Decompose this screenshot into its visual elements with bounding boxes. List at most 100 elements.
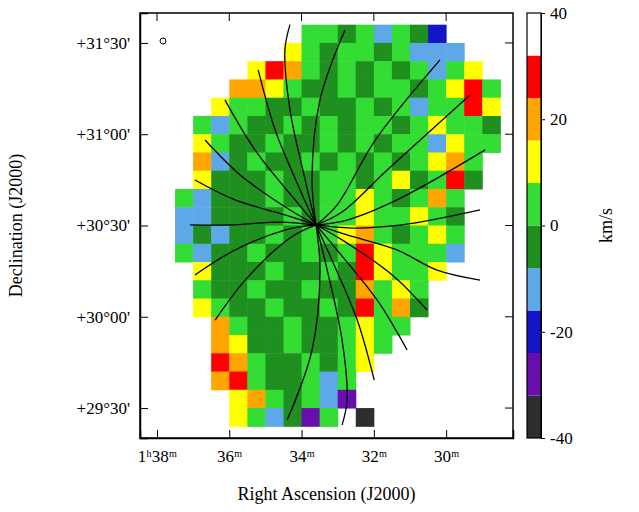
cell (283, 280, 302, 299)
cell (265, 171, 284, 190)
cell (211, 171, 230, 190)
cell (410, 116, 429, 135)
cell (265, 244, 284, 263)
colorbar-band (527, 183, 541, 226)
cell (265, 353, 284, 372)
colorbar-tick-mark (541, 226, 545, 227)
cell (175, 226, 194, 245)
cell (265, 262, 284, 281)
cell (338, 79, 357, 98)
colorbar-title: km/s (596, 208, 616, 243)
x-tick-mark (446, 430, 447, 438)
cell (392, 79, 411, 98)
cell (464, 116, 483, 135)
colorbar-band (527, 98, 541, 141)
cell (211, 372, 230, 391)
cell (392, 25, 411, 44)
cell (283, 372, 302, 391)
cell (175, 244, 194, 263)
cell (410, 25, 429, 44)
cell (211, 98, 230, 117)
contour (316, 225, 347, 425)
cell (193, 152, 212, 171)
cell (464, 134, 483, 153)
cell (265, 61, 284, 80)
cell (193, 116, 212, 135)
cell (446, 244, 465, 263)
cell (356, 79, 375, 98)
contours (190, 25, 485, 425)
cell (428, 171, 447, 190)
cell (247, 335, 266, 354)
cell (410, 171, 429, 190)
cell (338, 207, 357, 226)
cell (392, 207, 411, 226)
y-tick: +29°30' (77, 399, 148, 418)
cell (410, 244, 429, 263)
colorbar-band (527, 13, 541, 56)
cell (428, 189, 447, 208)
x-tick: 32ᵐ (362, 430, 387, 466)
cell (320, 372, 339, 391)
cell (320, 390, 339, 409)
y-tick-mark (140, 43, 148, 44)
cell (193, 189, 212, 208)
cell (356, 134, 375, 153)
y-tick-mark (140, 226, 148, 227)
cell (283, 134, 302, 153)
colorbar-band (527, 141, 541, 184)
figure: 1ʰ38ᵐ36ᵐ34ᵐ32ᵐ30ᵐ+31°30'+31°00'+30°30'+3… (0, 0, 639, 512)
colorbar-band (527, 311, 541, 354)
cell (356, 43, 375, 62)
cell (338, 152, 357, 171)
cell (374, 226, 393, 245)
cell (392, 299, 411, 318)
colorbar-tick-mark (541, 332, 545, 333)
cell (374, 25, 393, 44)
cell (247, 353, 266, 372)
cell (356, 116, 375, 135)
cell (338, 98, 357, 117)
cell (392, 244, 411, 263)
cell (392, 171, 411, 190)
x-tick-mark (302, 430, 303, 438)
cell (211, 280, 230, 299)
colorbar-tick-mark (541, 119, 545, 120)
cell (247, 372, 266, 391)
cell (338, 61, 357, 80)
y-tick-label: +30°30' (77, 216, 130, 235)
cell (338, 171, 357, 190)
cell (193, 280, 212, 299)
cell (193, 299, 212, 318)
cell (211, 244, 230, 263)
cell (302, 79, 321, 98)
cell (338, 280, 357, 299)
cell (356, 98, 375, 117)
cell (211, 317, 230, 336)
cell (302, 244, 321, 263)
x-tick: 30ᵐ (434, 430, 459, 466)
contour (205, 140, 316, 225)
contour (316, 60, 440, 225)
cell (175, 189, 194, 208)
cell (338, 43, 357, 62)
cell (320, 408, 339, 427)
cell (211, 262, 230, 281)
cell (428, 207, 447, 226)
x-tick-mark (374, 430, 375, 438)
cell (302, 171, 321, 190)
cell (410, 43, 429, 62)
cell (211, 226, 230, 245)
contour (215, 225, 316, 320)
y-tick-mark (140, 408, 148, 409)
colorbar-tick: 0 (541, 216, 559, 235)
cell (392, 61, 411, 80)
contour (287, 225, 320, 420)
cell (320, 116, 339, 135)
cell (283, 317, 302, 336)
cell (247, 61, 266, 80)
cell (211, 299, 230, 318)
x-tick-mark-top (301, 13, 302, 21)
cell (247, 317, 266, 336)
colorbar-tick: 40 (541, 4, 567, 23)
